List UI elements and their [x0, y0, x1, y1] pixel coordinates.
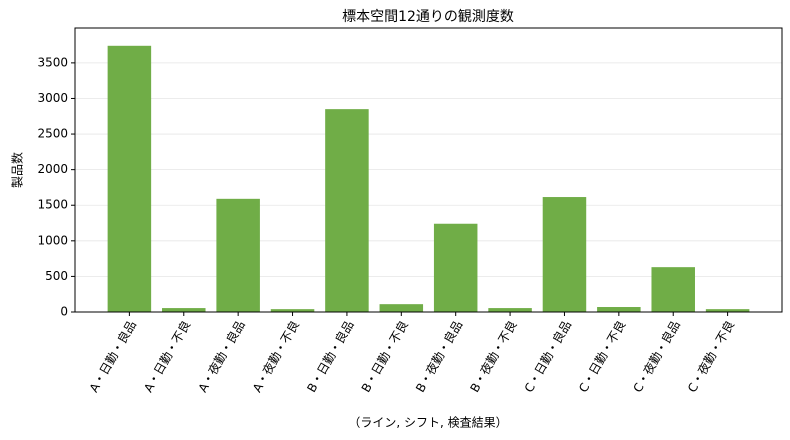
x-tick-label: A・日勤・良品 — [86, 318, 139, 395]
bar — [325, 109, 369, 313]
bar — [162, 308, 206, 312]
chart-title: 標本空間12通りの観測度数 — [342, 8, 514, 25]
bar — [597, 307, 641, 312]
bar — [488, 308, 532, 312]
x-tick-label: B・日勤・良品 — [303, 318, 356, 395]
y-tick-label: 0 — [60, 305, 68, 319]
x-tick-label: C・夜勤・不良 — [684, 318, 737, 395]
bar — [542, 197, 587, 312]
bar — [651, 267, 695, 312]
bar — [705, 309, 750, 312]
y-axis-label: 製品数 — [10, 152, 25, 188]
x-tick-label: C・夜勤・良品 — [630, 318, 683, 395]
x-tick-label: A・夜勤・良品 — [195, 318, 248, 395]
y-tick-label: 2500 — [37, 127, 68, 141]
y-tick-label: 3000 — [37, 91, 68, 105]
x-tick-label: B・夜勤・良品 — [412, 318, 465, 395]
y-tick-label: 2000 — [37, 162, 68, 176]
x-tick-label: A・日勤・不良 — [140, 318, 193, 395]
x-axis-label: （ライン, シフト, 検査結果） — [348, 416, 507, 430]
bar — [270, 309, 315, 312]
plot-frame — [74, 27, 783, 313]
bar — [433, 223, 478, 312]
y-tick-label: 1000 — [37, 233, 68, 247]
bar — [216, 198, 260, 312]
bar — [107, 45, 152, 312]
x-tick-label: C・日勤・良品 — [521, 318, 574, 395]
y-tick-label: 3500 — [37, 55, 68, 69]
x-tick-label: B・日勤・不良 — [358, 318, 411, 395]
x-tick-label: C・日勤・不良 — [575, 318, 628, 395]
bar — [379, 304, 424, 312]
y-tick-label: 500 — [45, 269, 68, 283]
y-tick-label: 1500 — [37, 198, 68, 212]
x-tick-label: B・夜勤・不良 — [467, 318, 520, 395]
x-tick-label: A・夜勤・不良 — [249, 318, 302, 395]
